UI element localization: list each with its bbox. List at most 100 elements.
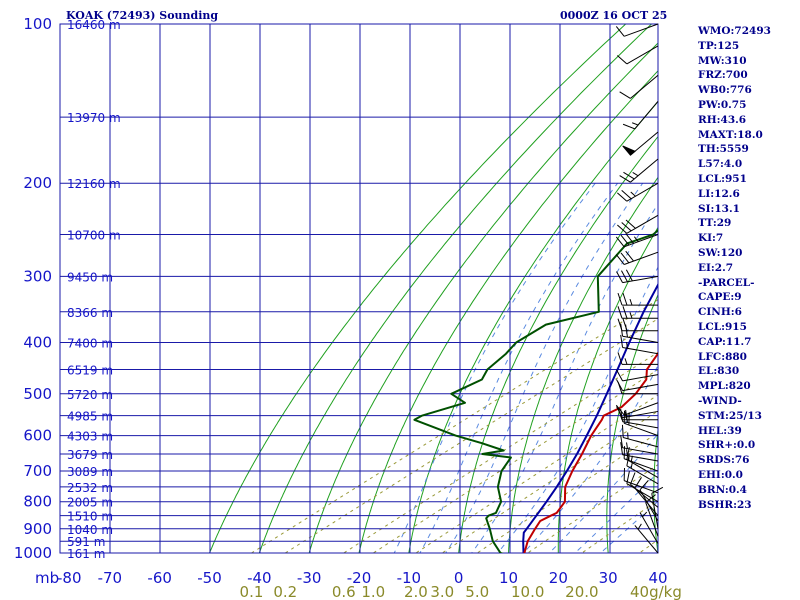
wind-barb [616, 369, 659, 382]
mixing-ratio-label: 40g/kg [630, 583, 682, 600]
mixing-ratio-label: 10.0 [511, 583, 544, 600]
temperature-tick-label: -40 [247, 569, 272, 587]
wind-barb [617, 352, 658, 365]
index-item: SW:120 [698, 246, 743, 259]
index-item: EI:2.7 [698, 261, 734, 274]
index-item: LCL:915 [698, 320, 747, 333]
pressure-unit-label: mb [35, 569, 59, 587]
wind-barb [615, 233, 659, 248]
height-label: 2005 m [67, 496, 113, 510]
dry-adiabat [258, 24, 653, 553]
index-item: WMO:72493 [698, 25, 771, 37]
index-item: SHR+:0.0 [698, 439, 756, 452]
wind-barb [616, 269, 659, 284]
indices-panel: WMO:72493 TP:125 MW:310 FRZ:700 WB0:776 PW:0.… [698, 24, 771, 512]
wind-barb [634, 477, 659, 516]
temperature-tick-label: -10 [397, 569, 422, 587]
wind-barb [634, 523, 659, 554]
wind-barb [620, 334, 659, 355]
index-item: HEL:39 [698, 424, 742, 437]
wind-barb [616, 379, 659, 392]
wind-barb [617, 45, 659, 65]
wind-barb [622, 100, 659, 130]
wind-barb [615, 250, 659, 265]
mixing-ratio-label: 2.0 [404, 583, 428, 600]
pressure-tick-label: 1000 [14, 544, 52, 562]
height-label: 2532 m [67, 481, 113, 495]
pressure-tick-label: 300 [23, 267, 52, 285]
moist-adiabat [496, 266, 658, 553]
index-item: LFC:880 [698, 350, 747, 363]
index-item: L57:4.0 [698, 158, 743, 171]
height-label: 16460 m [67, 18, 121, 32]
wind-barb [620, 442, 659, 462]
wind-barb [615, 23, 659, 37]
wind-barb [645, 494, 659, 537]
index-item: MAXT:18.0 [698, 128, 763, 141]
height-label: 1040 m [67, 523, 113, 537]
height-label: 1510 m [67, 510, 113, 524]
temperature-tick-label: -70 [98, 569, 123, 587]
index-item: -PARCEL- [698, 276, 755, 289]
index-item: TH:5559 [698, 143, 749, 156]
index-item: CINH:6 [698, 306, 742, 319]
mixing-ratio-label: 0.2 [273, 583, 297, 600]
temperature-tick-label: -50 [197, 569, 222, 587]
index-item: BRN:0.4 [698, 483, 747, 496]
index-item: CAPE:9 [698, 291, 742, 304]
pressure-tick-label: 800 [23, 493, 52, 511]
dewpoint-line [413, 229, 658, 553]
temperature-tick-label: 30 [599, 569, 618, 587]
moist-adiabat [419, 182, 618, 553]
wind-barb [619, 74, 659, 99]
mixing-ratio-label: 0.1 [240, 583, 264, 600]
dry-adiabat [358, 70, 658, 553]
temperature-tick-label: 40 [648, 569, 667, 587]
wind-barb [617, 292, 658, 306]
wind-barb [621, 424, 659, 448]
dry-adiabat [208, 24, 627, 553]
index-item: -WIND- [698, 394, 742, 407]
temperature-tick-label: 0 [454, 569, 464, 587]
pressure-tick-label: 400 [23, 333, 52, 351]
wind-barb [615, 402, 659, 416]
mixing-ratio-label: 3.0 [430, 583, 454, 600]
height-label: 3679 m [67, 448, 113, 462]
index-item: WB0:776 [698, 84, 752, 97]
index-item: SI:13.1 [698, 202, 740, 215]
temperature-tick-label: -20 [347, 569, 372, 587]
wind-barb [622, 131, 659, 156]
height-label: 5720 m [67, 388, 113, 402]
pressure-tick-label: 100 [23, 15, 52, 33]
dry-adiabat [308, 42, 658, 553]
height-label: 4303 m [67, 430, 113, 444]
index-item: MW:310 [698, 54, 747, 67]
plot-frame [59, 23, 659, 554]
index-item: MPL:820 [698, 380, 751, 393]
index-item: TT:29 [698, 217, 732, 230]
index-item: FRZ:700 [698, 69, 748, 82]
dry-adiabat [557, 226, 658, 553]
index-item: STM:25/13 [698, 409, 762, 422]
wind-barb [639, 511, 659, 544]
index-item: LI:12.6 [698, 187, 740, 200]
pressure-tick-label: 500 [23, 385, 52, 403]
height-label: 13970 m [67, 111, 121, 125]
wind-barb [617, 214, 659, 234]
dry-adiabat [408, 100, 658, 553]
wind-barb [620, 435, 659, 455]
parcel-line [522, 282, 658, 553]
dry-adiabat [653, 426, 658, 553]
height-label: 12160 m [67, 177, 121, 191]
index-item: PW:0.75 [698, 98, 747, 111]
dry-adiabat [606, 293, 658, 553]
index-item: TP:125 [698, 39, 740, 52]
index-item: BSHR:23 [698, 498, 752, 511]
height-label: 161 m [67, 547, 105, 561]
station-title: KOAK (72493) Sounding [66, 9, 219, 22]
pressure-tick-label: 700 [23, 462, 52, 480]
height-label: 4985 m [67, 410, 113, 424]
wind-barb [617, 306, 658, 319]
mixing-ratio-label: 1.0 [361, 583, 385, 600]
wind-barb [619, 158, 659, 183]
